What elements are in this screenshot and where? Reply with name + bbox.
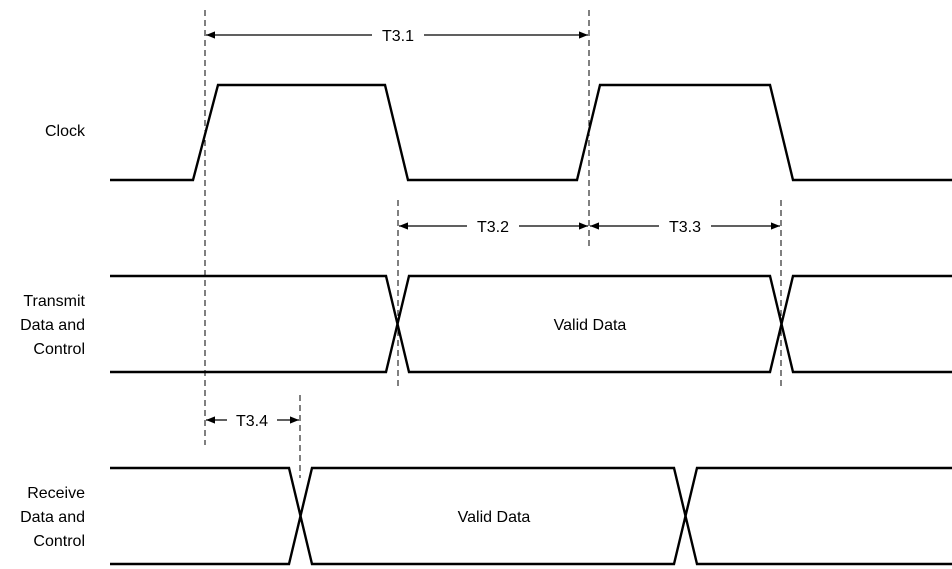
transmit-label-line-3: Control (33, 341, 85, 358)
t31-label: T3.1 (382, 28, 414, 45)
dimension-t34: T3.4 (206, 410, 299, 430)
t32-label: T3.2 (477, 219, 509, 236)
receive-label-line-1: Receive (27, 485, 85, 502)
transmit-label-line-1: Transmit (23, 293, 85, 310)
transmit-waveform (110, 274, 952, 374)
t33-label: T3.3 (669, 219, 701, 236)
t34-label: T3.4 (236, 413, 268, 430)
receive-label-line-2: Data and (20, 509, 85, 526)
receive-label: Receive Data and Control (20, 485, 85, 550)
clock-label: Clock (45, 123, 86, 140)
transmit-label: Transmit Data and Control (20, 293, 85, 358)
receive-waveform (110, 466, 952, 566)
receive-valid-data-label: Valid Data (458, 509, 531, 526)
transmit-label-line-2: Data and (20, 317, 85, 334)
dimension-t31: T3.1 (206, 25, 588, 45)
dimension-t32: T3.2 (399, 216, 588, 236)
receive-label-line-3: Control (33, 533, 85, 550)
clock-waveform (110, 83, 952, 182)
guide-lines (204, 10, 782, 478)
transmit-valid-data-label: Valid Data (554, 317, 627, 334)
dimension-t33: T3.3 (590, 216, 780, 236)
